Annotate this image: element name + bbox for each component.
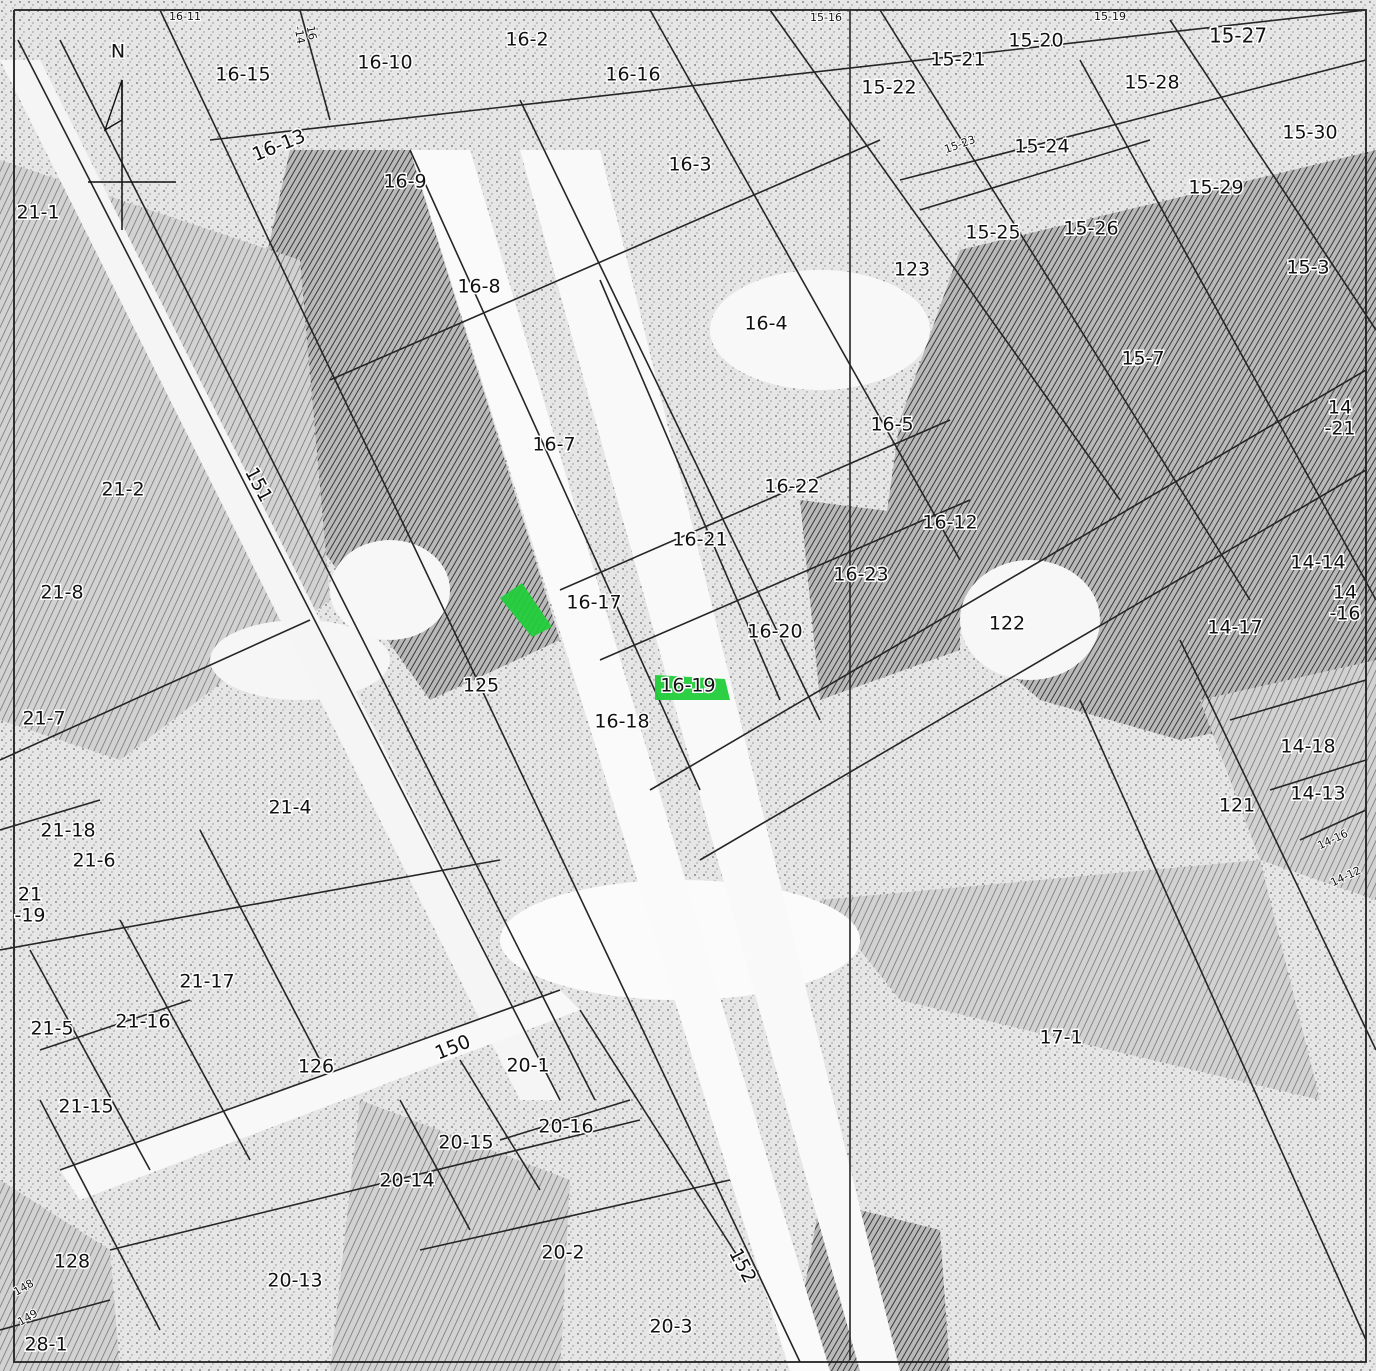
shaded-area bbox=[800, 500, 960, 700]
parcel-label: 16-8 bbox=[457, 276, 500, 298]
open-area bbox=[710, 270, 930, 390]
parcel-label: 16-23 bbox=[833, 564, 888, 586]
parcel-label: 21-6 bbox=[72, 850, 115, 872]
parcel-label: 21-17 bbox=[179, 971, 234, 993]
parcel-label: 16-11 bbox=[169, 10, 201, 23]
road-150 bbox=[60, 990, 580, 1200]
parcel-label: 14 -21 bbox=[1324, 396, 1355, 439]
parcel-label: 16-15 bbox=[215, 64, 270, 86]
parcel-label: 15-25 bbox=[965, 222, 1020, 244]
parcel-label: 14-14 bbox=[1290, 552, 1345, 574]
parcel-label: 15-3 bbox=[1286, 257, 1329, 279]
north-label: N bbox=[111, 41, 125, 63]
parcel-label: 21 -19 bbox=[14, 883, 45, 926]
parcel-label: 122 bbox=[989, 613, 1025, 635]
parcel-label: 16-7 bbox=[532, 434, 575, 456]
parcel-boundaries bbox=[0, 9, 1376, 1363]
shaded-area bbox=[0, 160, 330, 760]
parcel-label: 125 bbox=[463, 675, 499, 697]
parcel-label: 15-16 bbox=[810, 11, 842, 24]
parcel-label: 15-27 bbox=[1209, 24, 1267, 48]
parcel-label: 20-15 bbox=[438, 1132, 493, 1154]
parcel-label: 15-19 bbox=[1094, 10, 1126, 23]
parcel-label: 20-14 bbox=[379, 1170, 434, 1192]
parcel-label: 21-2 bbox=[101, 479, 144, 501]
parcel-label: 121 bbox=[1219, 795, 1255, 817]
parcel-label: 21-5 bbox=[30, 1018, 73, 1040]
parcel-label: 20-3 bbox=[649, 1316, 692, 1338]
parcel-label: 15-22 bbox=[861, 77, 916, 99]
shaded-area bbox=[1200, 660, 1376, 900]
parcel-label: 16-14 bbox=[292, 23, 320, 45]
parcel-label: 128 bbox=[54, 1251, 90, 1273]
road-152 bbox=[410, 150, 830, 1371]
parcel-label: 15-30 bbox=[1282, 122, 1337, 144]
parcel-label: 15-7 bbox=[1121, 348, 1164, 370]
shaded-area bbox=[230, 150, 560, 700]
parcel-label: 15-24 bbox=[1014, 136, 1069, 158]
road-151 bbox=[0, 60, 560, 1100]
parcel-label: 28-1 bbox=[24, 1334, 67, 1356]
shaded-area bbox=[0, 1180, 120, 1371]
parcel-label: 14-17 bbox=[1207, 617, 1262, 639]
parcel-label: 21-4 bbox=[268, 797, 311, 819]
parcel-label: 15-29 bbox=[1188, 177, 1243, 199]
parcel-label: 16-5 bbox=[870, 414, 913, 436]
parcel-label: 15-26 bbox=[1063, 218, 1118, 240]
parcel-label: 16-3 bbox=[668, 154, 711, 176]
parcel-label: 17-1 bbox=[1039, 1027, 1082, 1049]
parcel-label: 14-13 bbox=[1290, 783, 1345, 805]
parcel-label: 123 bbox=[894, 259, 930, 281]
parcel-label: 16-21 bbox=[672, 529, 727, 551]
parcel-label: 20-13 bbox=[267, 1270, 322, 1292]
parcel-label: 20-16 bbox=[538, 1116, 593, 1138]
open-area bbox=[330, 540, 450, 640]
parcel-label: 21-7 bbox=[22, 708, 65, 730]
parcel-label: 21-8 bbox=[40, 582, 83, 604]
parcel-label: 21-18 bbox=[40, 820, 95, 842]
parcel-label: 16-2 bbox=[505, 29, 548, 51]
parcel-label: 16-20 bbox=[747, 621, 802, 643]
highlight-parcel-16-19 bbox=[655, 675, 730, 700]
parcel-label: 21-1 bbox=[16, 202, 59, 224]
parcel-label: 16-17 bbox=[566, 592, 621, 614]
parcel-label: 21-15 bbox=[58, 1096, 113, 1118]
parcel-label: 16-10 bbox=[357, 52, 412, 74]
parcel-label: 15-28 bbox=[1124, 72, 1179, 94]
parcel-label: 16-16 bbox=[605, 64, 660, 86]
parcel-label: 16-19 bbox=[660, 675, 715, 697]
shaded-area bbox=[820, 860, 1320, 1100]
parcel-label: 16-9 bbox=[383, 171, 426, 193]
parcel-label: 16-22 bbox=[764, 476, 819, 498]
parcel-label: 20-2 bbox=[541, 1242, 584, 1264]
highlight-parcel-16-6 bbox=[500, 583, 552, 637]
parcel-label: 14-18 bbox=[1280, 736, 1335, 758]
shaded-area bbox=[330, 1100, 570, 1371]
parcel-label: 15-20 bbox=[1008, 30, 1063, 52]
parcel-label: 16-12 bbox=[922, 512, 977, 534]
road-152-band bbox=[520, 150, 900, 1371]
parcel-label: 21-16 bbox=[115, 1011, 170, 1033]
parcel-label: 15-21 bbox=[930, 49, 985, 71]
parcel-label: 14-16 bbox=[1329, 581, 1360, 624]
north-arrow-icon bbox=[88, 79, 176, 230]
parcel-label: 16-18 bbox=[594, 711, 649, 733]
parcel-label: 20-1 bbox=[506, 1055, 549, 1077]
parcel-label: 126 bbox=[298, 1056, 334, 1078]
parcel-label: 16-4 bbox=[744, 313, 787, 335]
open-area bbox=[960, 560, 1100, 680]
